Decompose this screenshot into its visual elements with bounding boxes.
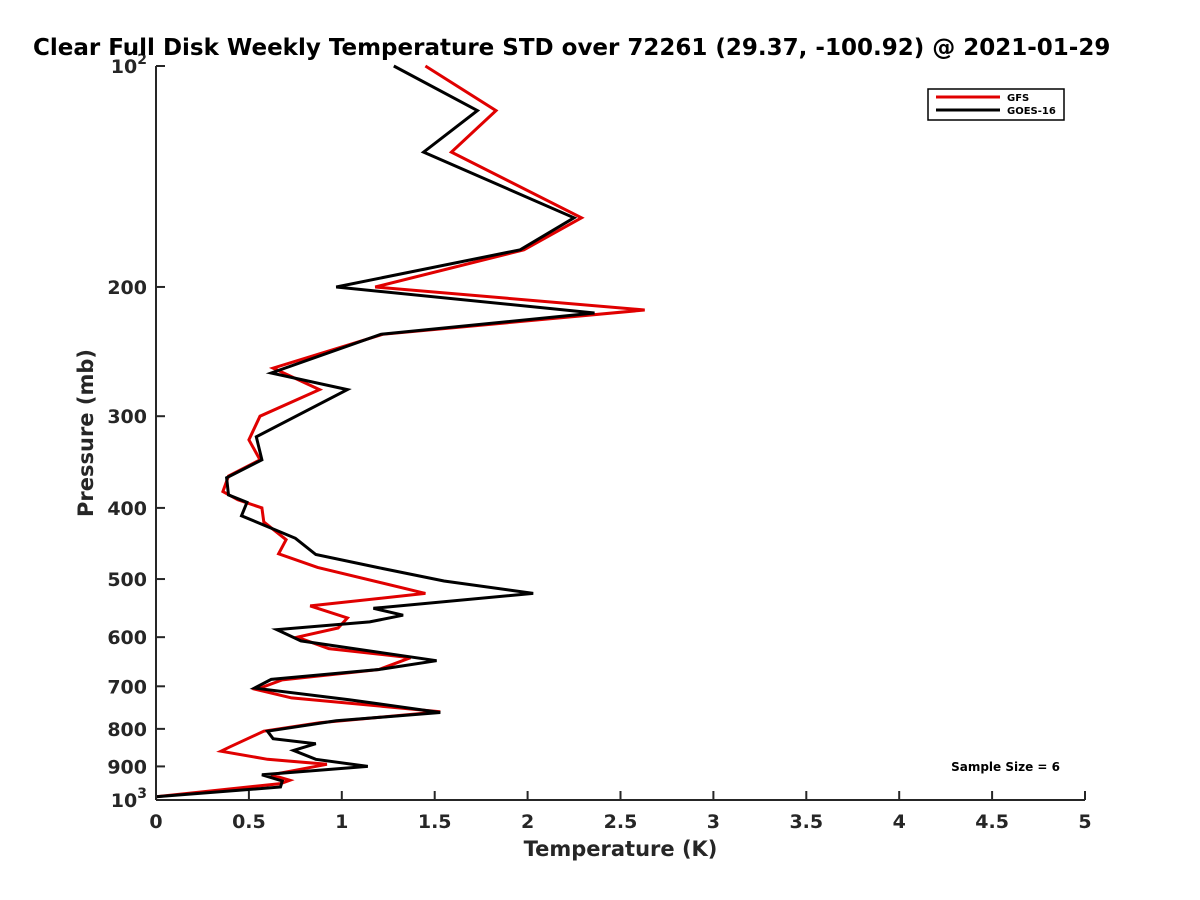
legend-label: GFS	[1007, 93, 1029, 104]
x-tick-label: 3	[707, 811, 720, 833]
series-line-gfs	[155, 64, 645, 799]
y-tick-label: 102	[111, 52, 147, 78]
sample-size-annotation: Sample Size = 6	[951, 760, 1060, 774]
text-layer: 0 0.5 1 1.5 2 2.5 3 3.5 4 4.5 5 102 200 300 400 500 600 7…	[33, 35, 1110, 861]
legend-box	[927, 88, 1065, 121]
y-tick-label: 600	[107, 627, 147, 649]
legend: GFS GOES-16	[927, 88, 1065, 121]
y-tick-label: 200	[107, 277, 147, 299]
x-tick-label: 1.5	[418, 811, 452, 833]
y-tick-label: 400	[107, 498, 147, 520]
y-tick-label: 103	[111, 786, 147, 812]
series-line-goes-16	[155, 64, 595, 799]
x-tick-label: 4.5	[975, 811, 1009, 833]
y-tick-label: 800	[107, 719, 147, 741]
x-tick-label: 0	[149, 811, 162, 833]
x-tick-label: 3.5	[789, 811, 823, 833]
x-tick-label: 2	[521, 811, 534, 833]
y-tick-label: 500	[107, 569, 147, 591]
y-tick-label: 300	[107, 406, 147, 428]
x-tick-label: 2.5	[604, 811, 638, 833]
x-tick-label: 0.5	[232, 811, 266, 833]
chart-title: Clear Full Disk Weekly Temperature STD o…	[33, 35, 1110, 61]
x-tick-label: 1	[335, 811, 348, 833]
y-axis-title: Pressure (mb)	[74, 349, 98, 517]
x-tick-label: 5	[1078, 811, 1091, 833]
series-layer	[155, 64, 645, 799]
legend-label: GOES-16	[1007, 106, 1056, 117]
axes-layer	[155, 65, 1086, 801]
y-tick-label: 900	[107, 756, 147, 778]
y-tick-label: 700	[107, 676, 147, 698]
x-tick-label: 4	[893, 811, 906, 833]
x-axis-title: Temperature (K)	[524, 837, 718, 861]
